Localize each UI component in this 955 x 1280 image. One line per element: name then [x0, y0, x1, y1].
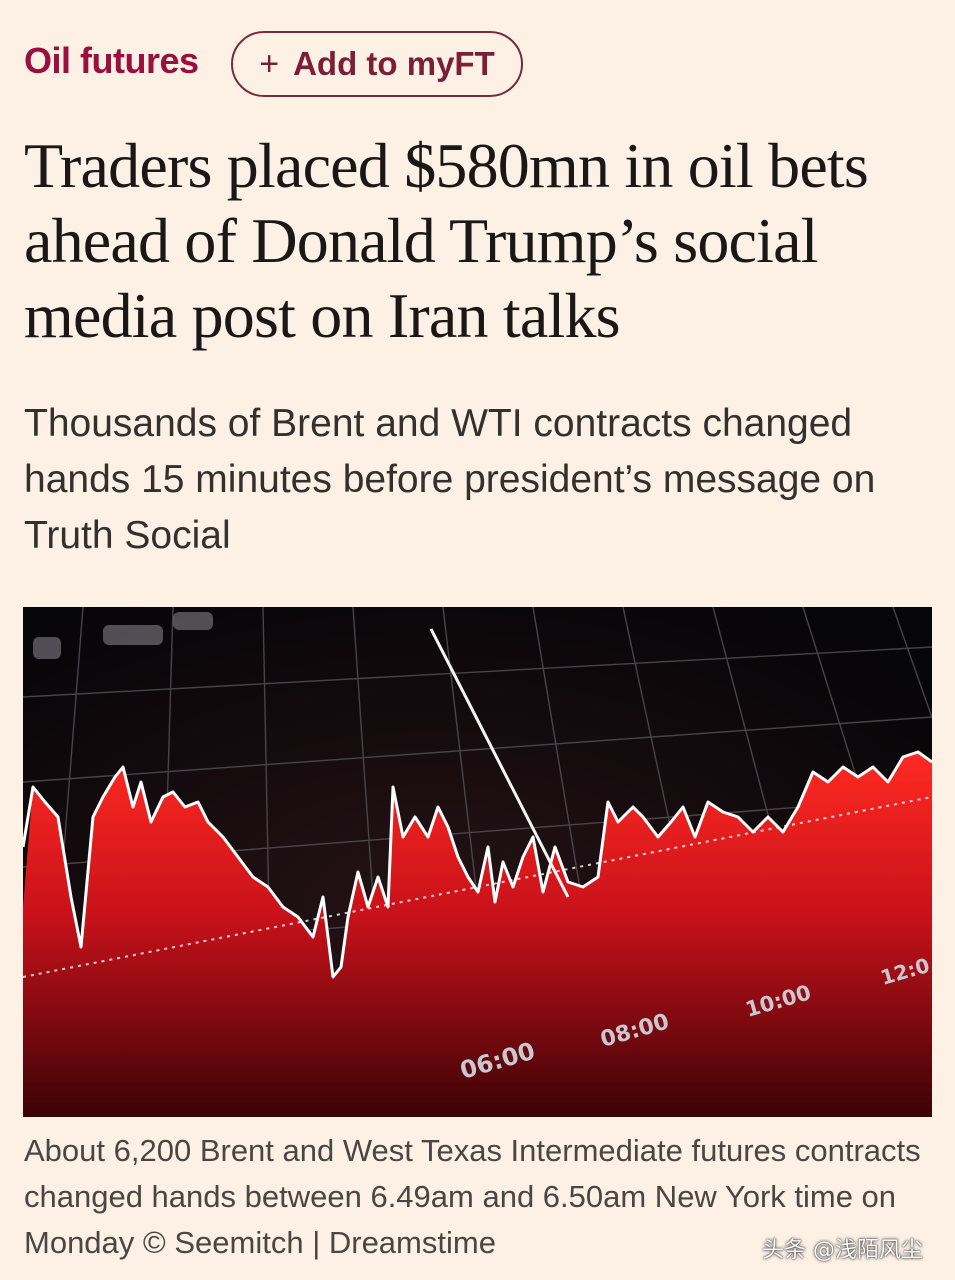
- plus-icon: +: [259, 45, 280, 83]
- article-image[interactable]: 06:00 08:00 10:00 12:0: [23, 607, 932, 1117]
- add-to-myft-button[interactable]: + Add to myFT: [231, 31, 523, 97]
- image-caption: About 6,200 Brent and West Texas Interme…: [24, 1133, 921, 1260]
- watermark: 头条 @浅陌风尘: [762, 1238, 923, 1263]
- standfirst: Thousands of Brent and WTI contracts cha…: [24, 402, 876, 557]
- add-to-myft-label: Add to myFT: [293, 45, 495, 82]
- topic-link[interactable]: Oil futures: [24, 40, 199, 81]
- stock-chart-photo: 06:00 08:00 10:00 12:0: [23, 607, 932, 1117]
- headline: Traders placed $580mn in oil bets ahead …: [24, 130, 869, 351]
